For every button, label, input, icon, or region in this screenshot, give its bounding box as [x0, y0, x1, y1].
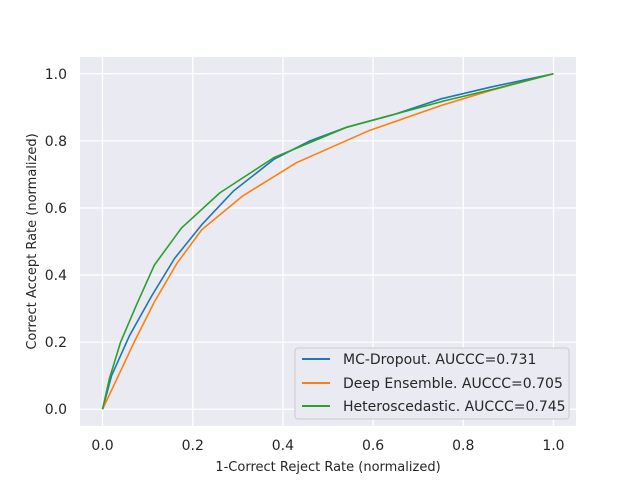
y-tick-labels: 0.0 0.2 0.4 0.6 0.8 1.0: [45, 67, 67, 418]
legend-label-heteroscedastic: Heteroscedastic. AUCCC=0.745: [343, 399, 566, 415]
y-tick-label: 0.2: [45, 335, 67, 351]
x-axis-label: 1-Correct Reject Rate (normalized): [215, 460, 440, 475]
x-tick-labels: 0.0 0.2 0.4 0.6 0.8 1.0: [91, 438, 564, 454]
x-tick-label: 0.4: [272, 438, 294, 454]
x-tick-label: 0.6: [362, 438, 384, 454]
legend-label-mc-dropout: MC-Dropout. AUCCC=0.731: [343, 352, 536, 368]
x-tick-label: 1.0: [542, 438, 564, 454]
x-tick-label: 0.0: [91, 438, 113, 454]
y-tick-label: 0.0: [45, 402, 67, 418]
x-tick-label: 0.2: [182, 438, 204, 454]
x-tick-label: 0.8: [452, 438, 474, 454]
y-tick-label: 0.8: [45, 134, 67, 150]
series-line-heteroscedastic: [101, 72, 554, 410]
series-line-deep-ensemble: [101, 72, 554, 410]
legend: MC-Dropout. AUCCC=0.731 Deep Ensemble. A…: [294, 347, 570, 420]
y-tick-label: 0.4: [45, 268, 67, 284]
series-line-mc-dropout: [101, 72, 554, 410]
y-tick-label: 1.0: [45, 67, 67, 83]
legend-box: [294, 347, 570, 420]
legend-label-deep-ensemble: Deep Ensemble. AUCCC=0.705: [343, 376, 563, 392]
y-tick-label: 0.6: [45, 201, 67, 217]
series-lines: [101, 72, 554, 410]
y-axis-label: Correct Accept Rate (normalized): [25, 133, 40, 349]
